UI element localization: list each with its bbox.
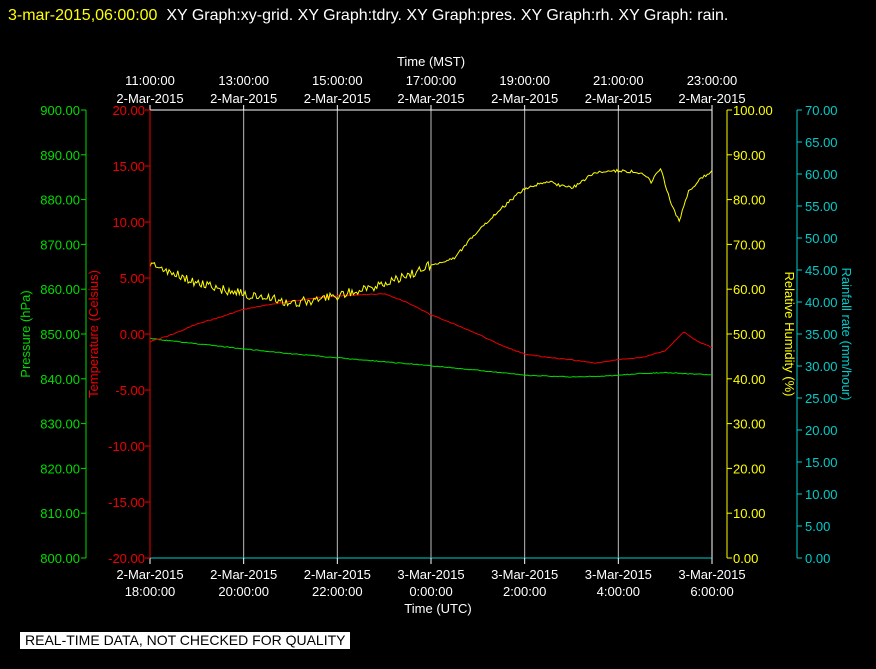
temperature-tick-label: 20.00 (112, 103, 145, 118)
humidity-tick-label: 60.00 (733, 282, 766, 297)
temperature-tick-label: -5.00 (115, 383, 145, 398)
humidity-tick-label: 10.00 (733, 506, 766, 521)
pressure-tick-label: 850.00 (40, 327, 80, 342)
humidity-tick-label: 0.00 (733, 551, 758, 566)
top-tick-time: 11:00:00 (125, 73, 175, 88)
humidity-axis-title: Relative Humidity (%) (782, 272, 797, 397)
pressure-axis-title: Pressure (hPa) (18, 290, 33, 377)
bottom-tick-date: 2-Mar-2015 (116, 567, 183, 582)
humidity-tick-label: 50.00 (733, 327, 766, 342)
humidity-tick-label: 40.00 (733, 372, 766, 387)
bottom-tick-time: 6:00:00 (690, 584, 733, 599)
humidity-tick-label: 100.00 (733, 103, 773, 118)
bottom-tick-date: 3-Mar-2015 (491, 567, 558, 582)
rain-tick-label: 20.00 (805, 423, 838, 438)
temperature-tick-label: -20.00 (108, 551, 145, 566)
pressure-tick-label: 890.00 (40, 148, 80, 163)
humidity-tick-label: 90.00 (733, 148, 766, 163)
temperature-tick-label: 10.00 (112, 215, 145, 230)
quality-disclaimer: REAL-TIME DATA, NOT CHECKED FOR QUALITY (20, 632, 351, 649)
rain-tick-label: 45.00 (805, 263, 838, 278)
top-tick-date: 2-Mar-2015 (116, 91, 183, 106)
top-tick-time: 19:00:00 (499, 73, 550, 88)
top-axis: 11:00:00 2-Mar-2015 13:00:00 2-Mar-2015 15:0… (116, 54, 746, 110)
pressure-tick-label: 830.00 (40, 417, 80, 432)
graph-list: XY Graph:xy-grid. XY Graph:tdry. XY Grap… (166, 7, 729, 24)
bottom-tick-time: 20:00:00 (218, 584, 269, 599)
humidity-tick-label: 30.00 (733, 417, 766, 432)
left-axes: 800.00 810.00 820.00 830.00 840.00 850.00 860.… (18, 103, 151, 566)
timestamp: 3-mar-2015,06:00:00 (8, 7, 158, 24)
bottom-tick-date: 2-Mar-2015 (304, 567, 371, 582)
bottom-tick-date: 3-Mar-2015 (678, 567, 745, 582)
page-title: 3-mar-2015,06:00:00 XY Graph:xy-grid. XY… (8, 2, 868, 30)
series-pres (150, 337, 713, 378)
bottom-axis: 2-Mar-2015 18:00:00 2-Mar-2015 20:00:00 2-Ma… (116, 558, 746, 616)
pressure-tick-label: 860.00 (40, 282, 80, 297)
bottom-tick-time: 4:00:00 (597, 584, 640, 599)
rain-tick-label: 10.00 (805, 487, 838, 502)
pressure-tick-label: 900.00 (40, 103, 80, 118)
bottom-tick-time: 2:00:00 (503, 584, 546, 599)
pressure-tick-label: 810.00 (40, 506, 80, 521)
temperature-tick-label: -10.00 (108, 439, 145, 454)
pressure-tick-label: 880.00 (40, 193, 80, 208)
series-tdry (149, 293, 713, 364)
humidity-tick-label: 20.00 (733, 461, 766, 476)
top-tick-date: 2-Mar-2015 (585, 91, 652, 106)
temperature-tick-label: 5.00 (120, 271, 145, 286)
bottom-axis-label: Time (UTC) (404, 601, 471, 616)
humidity-tick-label: 80.00 (733, 193, 766, 208)
series-rh (149, 167, 713, 307)
right-axes: 0.00 10.00 20.00 30.00 40.00 50.00 60.00 70.00 8… (726, 103, 854, 566)
rain-tick-label: 15.00 (805, 455, 838, 470)
temperature-axis-title: Temperature (Celsius) (86, 270, 101, 398)
rain-tick-label: 35.00 (805, 327, 838, 342)
rain-tick-label: 0.00 (805, 551, 830, 566)
rain-tick-label: 5.00 (805, 519, 830, 534)
rain-tick-label: 60.00 (805, 167, 838, 182)
pressure-tick-label: 820.00 (40, 461, 80, 476)
rain-tick-label: 70.00 (805, 103, 838, 118)
pressure-tick-label: 870.00 (40, 237, 80, 252)
grid-lines (243, 110, 619, 558)
top-axis-label: Time (MST) (397, 54, 465, 69)
humidity-tick-label: 70.00 (733, 237, 766, 252)
rain-axis-title: Rainfall rate (mm/hour) (839, 268, 854, 401)
top-tick-time: 17:00:00 (406, 73, 457, 88)
top-tick-date: 2-Mar-2015 (491, 91, 558, 106)
rain-tick-label: 40.00 (805, 295, 838, 310)
temperature-tick-label: 15.00 (112, 159, 145, 174)
rain-tick-label: 25.00 (805, 391, 838, 406)
rain-tick-label: 30.00 (805, 359, 838, 374)
bottom-tick-time: 22:00:00 (312, 584, 363, 599)
rain-tick-label: 55.00 (805, 199, 838, 214)
top-tick-time: 13:00:00 (218, 73, 269, 88)
pressure-tick-label: 840.00 (40, 372, 80, 387)
temperature-tick-label: -15.00 (108, 495, 145, 510)
pressure-tick-label: 800.00 (40, 551, 80, 566)
bottom-tick-date: 2-Mar-2015 (210, 567, 277, 582)
bottom-tick-time: 0:00:00 (409, 584, 452, 599)
bottom-tick-date: 3-Mar-2015 (585, 567, 652, 582)
top-tick-date: 2-Mar-2015 (678, 91, 745, 106)
bottom-tick-time: 18:00:00 (125, 584, 176, 599)
top-tick-time: 15:00:00 (312, 73, 363, 88)
top-tick-date: 2-Mar-2015 (210, 91, 277, 106)
top-tick-time: 23:00:00 (687, 73, 738, 88)
temperature-tick-label: 0.00 (120, 327, 145, 342)
bottom-tick-date: 3-Mar-2015 (397, 567, 464, 582)
rain-tick-label: 65.00 (805, 135, 838, 150)
rain-tick-label: 50.00 (805, 231, 838, 246)
top-tick-date: 2-Mar-2015 (304, 91, 371, 106)
top-tick-date: 2-Mar-2015 (397, 91, 464, 106)
top-tick-time: 21:00:00 (593, 73, 644, 88)
